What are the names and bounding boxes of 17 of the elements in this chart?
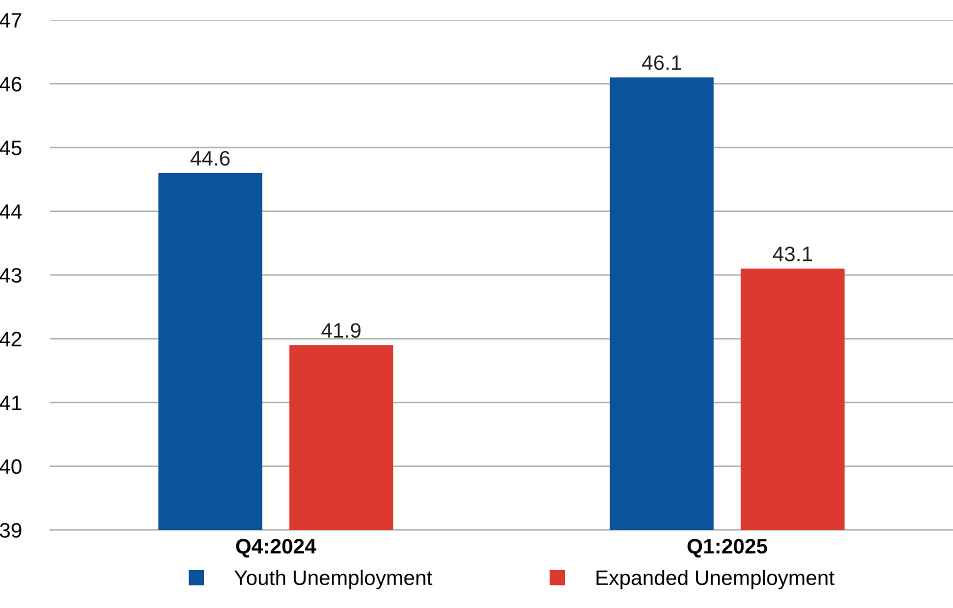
y-tick-label: 46 (0, 76, 22, 92)
data-label: 43.1 (772, 246, 812, 262)
y-tick-label: 43 (0, 268, 22, 283)
data-label: 41.9 (321, 323, 361, 338)
y-tick-label: 47 (0, 13, 22, 28)
legend-label: Youth Unemployment (234, 570, 432, 590)
y-tick-label: 45 (0, 140, 22, 156)
data-label: 44.6 (190, 150, 230, 166)
x-tick-label: Q4:2024 (236, 538, 316, 558)
y-tick-label: 39 (0, 523, 22, 538)
x-tick-label: Q1:2025 (688, 538, 768, 558)
data-label: 46.1 (642, 55, 682, 70)
y-tick-label: 44 (0, 204, 22, 219)
legend-label: Expanded Unemployment (596, 570, 834, 590)
y-tick-label: 40 (0, 459, 22, 474)
y-tick-label: 41 (0, 396, 22, 410)
y-tick-label: 42 (0, 332, 22, 346)
